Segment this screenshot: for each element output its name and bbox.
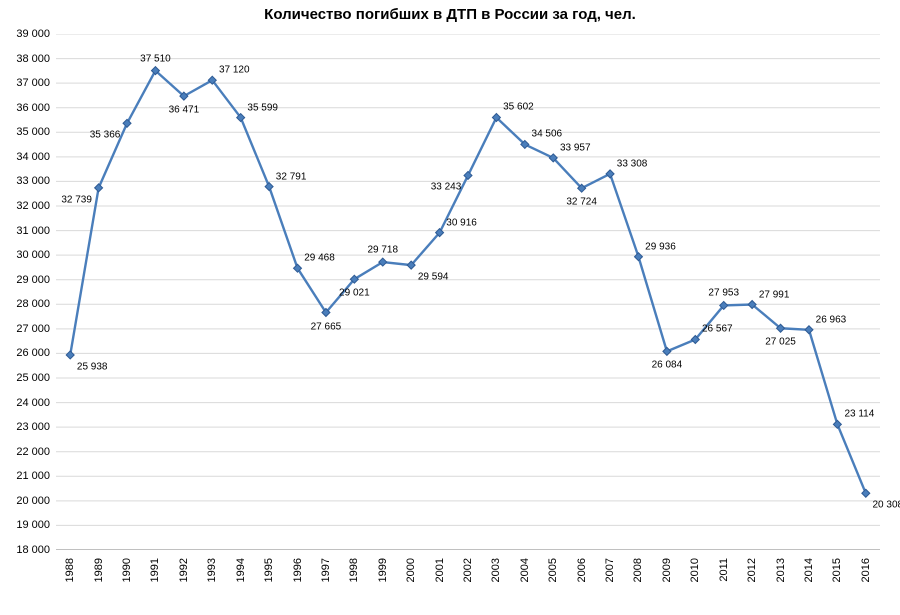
- x-tick-label: 2006: [576, 558, 588, 582]
- x-tick-label: 1994: [235, 558, 247, 582]
- y-tick-label: 23 000: [16, 421, 50, 433]
- data-label: 29 936: [645, 241, 676, 252]
- x-tick-label: 1990: [121, 558, 133, 582]
- y-tick-label: 34 000: [16, 151, 50, 163]
- x-tick-label: 1998: [348, 558, 360, 582]
- x-tick-label: 1993: [206, 558, 218, 582]
- y-tick-label: 33 000: [16, 175, 50, 187]
- data-marker: [805, 326, 813, 334]
- x-tick-label: 2015: [831, 558, 843, 582]
- data-label: 27 025: [765, 337, 796, 348]
- x-tick-label: 2013: [775, 558, 787, 582]
- data-label: 36 471: [169, 105, 200, 116]
- data-label: 27 953: [708, 288, 739, 299]
- y-tick-label: 21 000: [16, 470, 50, 482]
- y-tick-label: 35 000: [16, 126, 50, 138]
- data-label: 29 718: [367, 245, 398, 256]
- y-tick-label: 27 000: [16, 323, 50, 335]
- data-label: 26 963: [816, 314, 847, 325]
- data-label: 20 308: [872, 500, 900, 511]
- data-label: 37 120: [219, 65, 250, 76]
- x-tick-label: 1997: [320, 558, 332, 582]
- x-tick-label: 2011: [718, 558, 730, 582]
- data-marker: [606, 170, 614, 178]
- data-marker: [66, 351, 74, 359]
- data-label: 29 468: [304, 253, 335, 264]
- data-label: 27 991: [759, 289, 790, 300]
- x-tick-label: 1996: [292, 558, 304, 582]
- x-tick-label: 2002: [462, 558, 474, 582]
- data-label: 26 084: [652, 360, 683, 371]
- x-tick-label: 2014: [803, 558, 815, 582]
- data-marker: [265, 183, 273, 191]
- y-tick-label: 25 000: [16, 372, 50, 384]
- y-tick-label: 22 000: [16, 446, 50, 458]
- x-tick-label: 2009: [661, 558, 673, 582]
- x-tick-label: 2012: [746, 558, 758, 582]
- chart-plot-area: 18 00019 00020 00021 00022 00023 00024 0…: [56, 34, 880, 550]
- y-tick-label: 24 000: [16, 397, 50, 409]
- data-label: 26 567: [702, 324, 733, 335]
- data-label: 29 594: [418, 272, 449, 283]
- data-label: 33 243: [431, 182, 462, 193]
- x-tick-label: 2005: [547, 558, 559, 582]
- x-tick-label: 2004: [519, 558, 531, 582]
- data-label: 32 724: [566, 197, 597, 208]
- x-tick-label: 1995: [263, 558, 275, 582]
- x-tick-label: 1991: [149, 558, 161, 582]
- y-tick-label: 18 000: [16, 544, 50, 556]
- data-label: 25 938: [77, 361, 108, 372]
- data-label: 35 366: [90, 130, 121, 141]
- data-label: 35 599: [247, 102, 278, 113]
- chart-container: Количество погибших в ДТП в России за го…: [0, 0, 900, 615]
- data-label: 23 114: [844, 409, 874, 420]
- y-tick-label: 31 000: [16, 225, 50, 237]
- y-tick-label: 20 000: [16, 495, 50, 507]
- y-tick-label: 28 000: [16, 298, 50, 310]
- chart-title: Количество погибших в ДТП в России за го…: [0, 6, 900, 23]
- series-line: [70, 71, 866, 494]
- y-tick-label: 29 000: [16, 274, 50, 286]
- y-tick-label: 19 000: [16, 519, 50, 531]
- data-label: 27 665: [311, 321, 342, 332]
- data-label: 35 602: [503, 102, 534, 113]
- x-tick-label: 2010: [689, 558, 701, 582]
- x-tick-label: 2000: [405, 558, 417, 582]
- x-tick-label: 2016: [860, 558, 872, 582]
- y-tick-label: 32 000: [16, 200, 50, 212]
- data-marker: [663, 347, 671, 355]
- x-tick-label: 2007: [604, 558, 616, 582]
- y-tick-label: 30 000: [16, 249, 50, 261]
- x-tick-label: 1989: [93, 558, 105, 582]
- x-tick-label: 2001: [434, 558, 446, 582]
- y-tick-label: 36 000: [16, 102, 50, 114]
- data-label: 32 739: [61, 194, 92, 205]
- data-marker: [862, 489, 870, 497]
- data-marker: [464, 171, 472, 179]
- data-marker: [95, 184, 103, 192]
- x-tick-label: 2003: [490, 558, 502, 582]
- data-label: 32 791: [276, 171, 307, 182]
- y-tick-label: 39 000: [16, 28, 50, 40]
- data-marker: [634, 253, 642, 261]
- x-tick-label: 1992: [178, 558, 190, 582]
- y-tick-label: 37 000: [16, 77, 50, 89]
- y-tick-label: 38 000: [16, 53, 50, 65]
- x-tick-label: 1999: [377, 558, 389, 582]
- y-tick-label: 26 000: [16, 347, 50, 359]
- data-label: 33 308: [617, 158, 648, 169]
- data-label: 30 916: [446, 217, 477, 228]
- data-label: 34 506: [532, 129, 563, 140]
- data-label: 37 510: [140, 53, 171, 64]
- x-tick-label: 1988: [64, 558, 76, 582]
- data-label: 33 957: [560, 142, 591, 153]
- x-tick-label: 2008: [632, 558, 644, 582]
- data-label: 29 021: [339, 288, 370, 299]
